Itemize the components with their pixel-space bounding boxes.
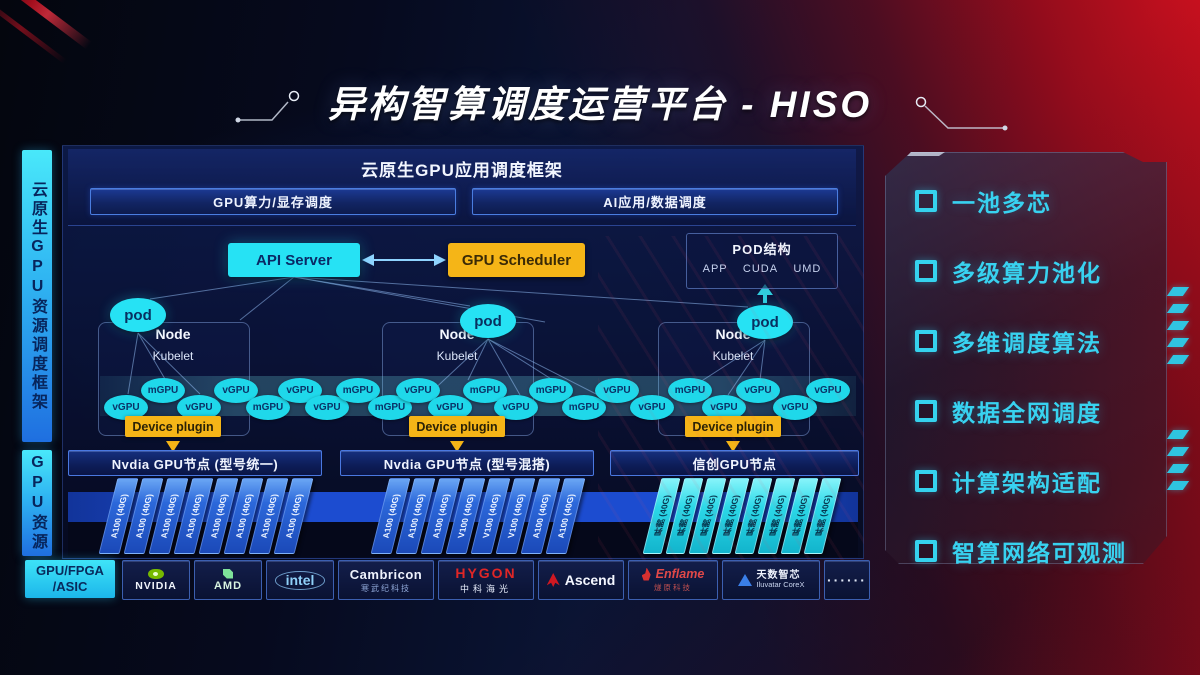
feature-label: 多级算力池化 (952, 260, 1102, 286)
feature-panel (885, 152, 1167, 564)
vendor-cambricon: Cambricon 寒武纪科技 (338, 560, 434, 600)
vendor-iluvatar: 天数智芯 Iluvatar CoreX (722, 560, 820, 600)
nvidia-eye-icon (148, 568, 164, 579)
gpu-slice-ellipse: vGPU (595, 378, 639, 403)
gpu-slice-ellipse: mGPU (246, 395, 290, 420)
vendor-nvidia: NVIDIA (122, 560, 190, 600)
group-bar-xinchuang: 信创GPU节点 (610, 450, 859, 476)
enflame-flame-icon (641, 567, 651, 581)
ascend-flame-icon (546, 573, 560, 587)
gpu-slice-ellipse: vGPU (177, 395, 221, 420)
bullet-square-icon (915, 470, 937, 492)
feature-item: 多维调度算法 (915, 324, 1155, 358)
vendor-sublabel: 燧原科技 (654, 583, 692, 592)
pod-ellipse-2: pod (460, 304, 516, 338)
feature-label: 智算网络可观测 (952, 540, 1127, 566)
pod-layer-umd: UMD (793, 263, 822, 275)
gpu-slice-ellipse: vGPU (428, 395, 472, 420)
bullet-square-icon (915, 190, 937, 212)
vendor-label: Cambricon (349, 566, 423, 582)
feature-label: 一池多芯 (952, 190, 1052, 216)
feature-item: 计算架构适配 (915, 464, 1155, 498)
chip-types-line1: GPU/FPGA (36, 563, 104, 579)
app-scheduling-title: 云原生GPU应用调度框架 (361, 161, 563, 180)
feature-item: 多级算力池化 (915, 254, 1155, 288)
chip-types-line2: /ASIC (52, 579, 88, 594)
pod-ellipse-1: pod (110, 298, 166, 332)
device-plugin-3: Device plugin (685, 416, 781, 437)
pod-ellipse-3: pod (737, 305, 793, 339)
vendor-logo-row: Enflame (641, 567, 705, 581)
vendor-logo-row: 天数智芯 Iluvatar CoreX (737, 570, 805, 589)
vendor-more: ······ (824, 560, 870, 600)
vendor-label: AMD (213, 579, 243, 592)
vendor-hygon: HYGON 中科海光 (438, 560, 534, 600)
gpu-slice-ellipse: vGPU (630, 395, 674, 420)
vendor-label: Enflame (655, 567, 705, 581)
chip-types-box: GPU/FPGA /ASIC (25, 560, 115, 598)
vendor-label: intel (274, 570, 326, 590)
vendor-label: Ascend (564, 572, 616, 588)
feature-item: 智算网络可观测 (915, 534, 1155, 568)
bullet-square-icon (915, 260, 937, 282)
vendor-label: HYGON (455, 565, 517, 581)
bullet-square-icon (915, 400, 937, 422)
pod-structure-box: POD结构 APP CUDA UMD (686, 233, 838, 289)
pod-layer-cuda: CUDA (742, 263, 779, 275)
gpu-slice-ellipse: mGPU (562, 395, 606, 420)
feature-panel-corner-accent (885, 152, 945, 156)
vendor-ascend: Ascend (538, 560, 624, 600)
feature-label: 多维调度算法 (952, 330, 1102, 356)
bullet-square-icon (915, 540, 937, 562)
gpu-slice-ellipse: mGPU (141, 378, 185, 403)
vendor-sublabel: 寒武纪科技 (361, 583, 411, 593)
api-server-box: API Server (228, 243, 360, 277)
gpu-slice-ellipse: vGPU (494, 395, 538, 420)
feature-label: 数据全网调度 (952, 400, 1102, 426)
device-plugin-1: Device plugin (125, 416, 221, 437)
gpu-slice-ellipse: vGPU (702, 395, 746, 420)
kubelet-label-3: Kubelet (712, 349, 754, 363)
gpu-slice-ellipse: vGPU (773, 395, 817, 420)
bar-gpu-compute-scheduling: GPU算力/显存调度 (90, 188, 456, 215)
vendor-logo-row: Ascend (546, 572, 616, 588)
vendor-sublabel: Iluvatar CoreX (756, 580, 805, 590)
rail-label: GPU资源 (29, 454, 46, 552)
feature-label: 计算架构适配 (952, 470, 1102, 496)
pod-layer-app: APP (702, 263, 728, 275)
feature-item: 数据全网调度 (915, 394, 1155, 428)
gpu-slice-ellipse: vGPU (806, 378, 850, 403)
vendor-label: NVIDIA (135, 579, 177, 592)
rail-gpu-resource: GPU资源 (22, 450, 52, 556)
vendor-label: ······ (827, 572, 867, 588)
gpu-slice-ellipse: vGPU (104, 395, 148, 420)
group-bar-nvidia-uniform: Nvdia GPU节点 (型号统一) (68, 450, 322, 476)
vendor-label-group: 天数智芯 Iluvatar CoreX (757, 570, 805, 589)
iluvatar-triangle-icon (737, 574, 752, 586)
device-plugin-2: Device plugin (409, 416, 505, 437)
kubelet-label-2: Kubelet (436, 349, 478, 363)
gpu-slice-ellipse: vGPU (736, 378, 780, 403)
feature-item: 一池多芯 (915, 184, 1155, 218)
rail-cloud-native-gpu: 云原生GPU资源调度框架 (22, 150, 52, 442)
bullet-square-icon (915, 330, 937, 352)
vendor-sublabel: 中科海光 (459, 584, 512, 594)
vendor-intel: intel (266, 560, 334, 600)
pod-structure-layers: APP CUDA UMD (687, 263, 837, 275)
vendor-amd: AMD (194, 560, 262, 600)
kubelet-label-1: Kubelet (152, 349, 194, 363)
pod-structure-title: POD结构 (732, 242, 792, 257)
page-title: 异构智算调度运营平台 - HISO (327, 84, 873, 125)
bar-ai-data-scheduling: AI应用/数据调度 (472, 188, 838, 215)
group-bar-nvidia-mixed: Nvdia GPU节点 (型号混搭) (340, 450, 594, 476)
amd-mark-icon (223, 568, 233, 579)
vendor-enflame: Enflame 燧原科技 (628, 560, 718, 600)
rail-label: 云原生GPU资源调度框架 (29, 180, 46, 412)
vendor-label: 天数智芯 (756, 570, 801, 582)
gpu-scheduler-box: GPU Scheduler (448, 243, 585, 277)
feature-list: 一池多芯多级算力池化 多维调度算法 数据全网调度 计算架构适配 智算网络可观测 (915, 184, 1155, 568)
